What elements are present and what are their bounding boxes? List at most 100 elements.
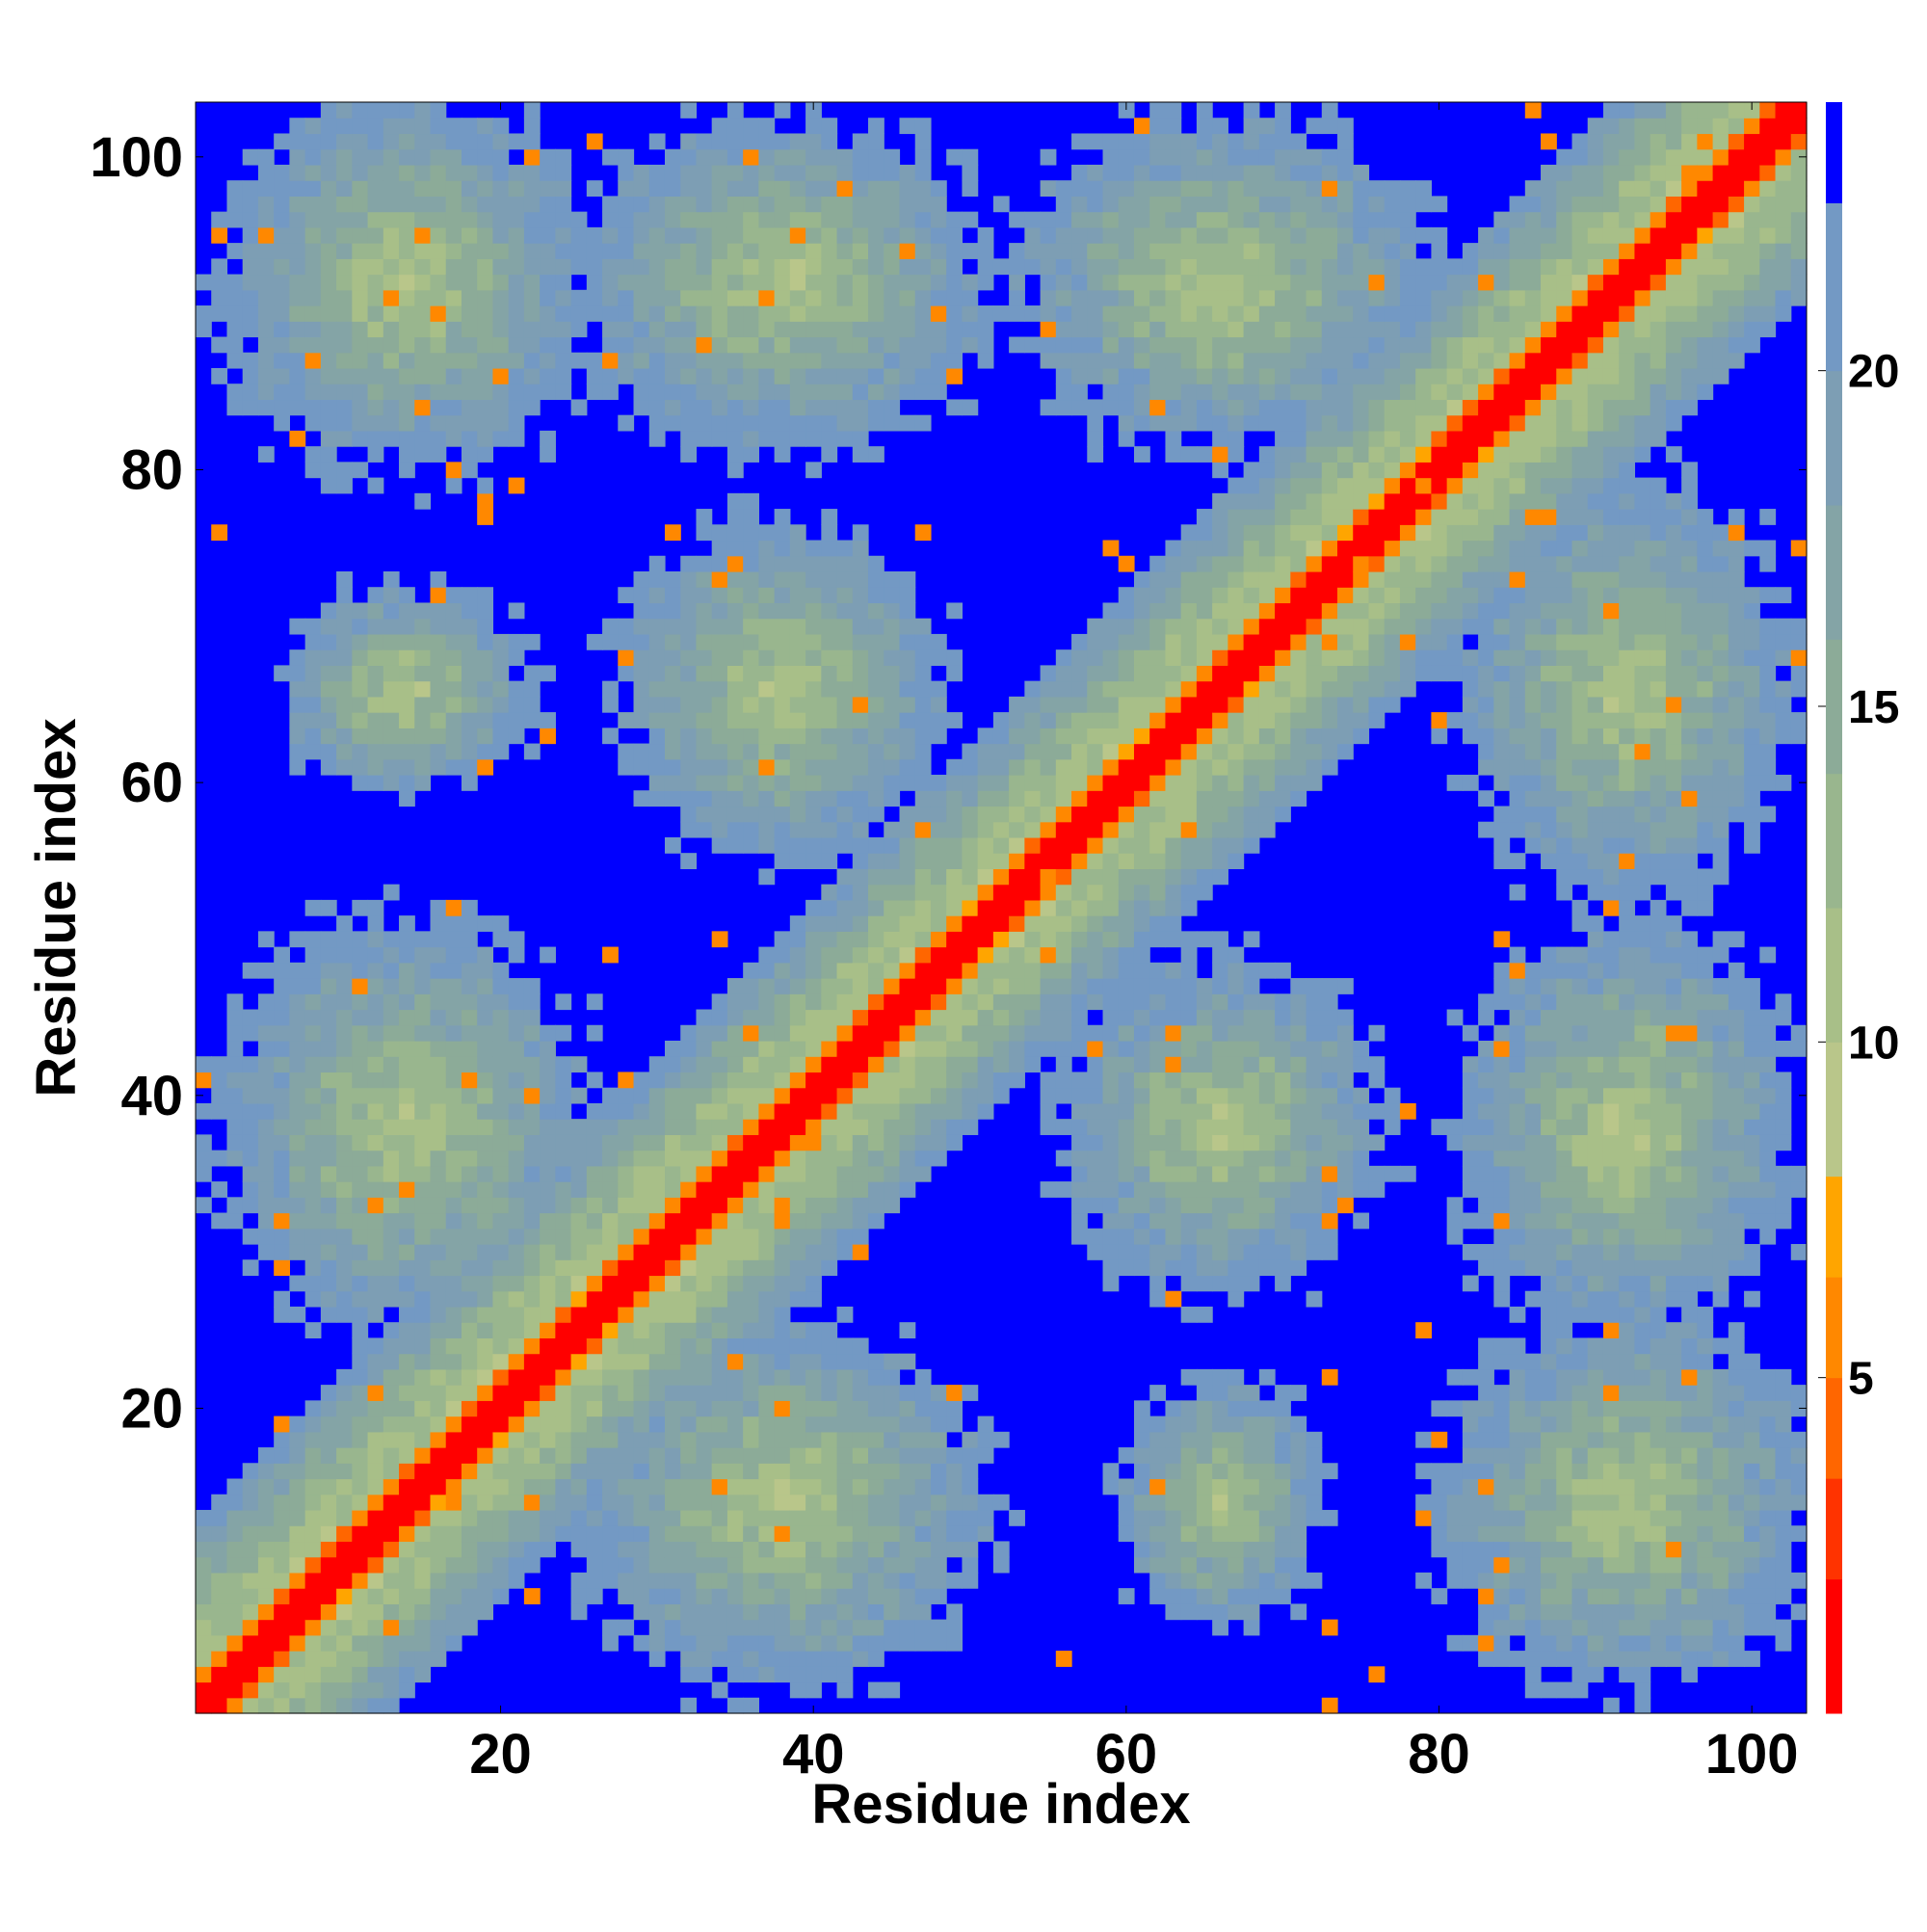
heatmap-cell [1118, 1181, 1135, 1198]
heatmap-cell [274, 1603, 290, 1621]
heatmap-cell [508, 978, 525, 994]
heatmap-cell [899, 821, 916, 838]
heatmap-cell [492, 1322, 510, 1338]
heatmap-cell [992, 1040, 1010, 1057]
heatmap-cell [555, 211, 572, 228]
heatmap-cell [1118, 899, 1135, 916]
heatmap-cell [430, 305, 447, 322]
heatmap-cell [836, 258, 854, 276]
heatmap-cell [1275, 384, 1291, 401]
heatmap-cell [1290, 462, 1307, 479]
heatmap-cell [774, 993, 791, 1011]
heatmap-cell [774, 1119, 791, 1135]
heatmap-cell [648, 1541, 666, 1558]
heatmap-cell [586, 1259, 603, 1277]
heatmap-cell [367, 1556, 384, 1574]
heatmap-cell [758, 336, 776, 354]
heatmap-cell [1118, 399, 1135, 416]
heatmap-cell [211, 1087, 228, 1104]
heatmap-cell [1196, 931, 1213, 948]
heatmap-cell [367, 1603, 384, 1621]
heatmap-cell [789, 1337, 806, 1355]
heatmap-cell [1133, 1509, 1150, 1526]
heatmap-cell [962, 743, 979, 760]
heatmap-cell [1243, 993, 1260, 1011]
heatmap-cell [352, 211, 369, 228]
heatmap-cell [899, 1385, 916, 1401]
heatmap-cell [930, 712, 947, 728]
heatmap-cell [477, 414, 494, 432]
heatmap-cell [320, 399, 337, 416]
heatmap-cell [726, 790, 744, 807]
heatmap-cell [430, 1087, 447, 1104]
heatmap-cell [821, 1228, 838, 1245]
heatmap-cell [633, 602, 650, 620]
heatmap-cell [711, 1212, 728, 1230]
heatmap-cell [1009, 790, 1025, 807]
heatmap-cell [821, 743, 838, 760]
heatmap-cell [1212, 509, 1228, 525]
heatmap-cell [289, 243, 306, 259]
heatmap-cell [805, 462, 822, 479]
heatmap-cell [461, 243, 478, 259]
heatmap-cell [383, 1666, 400, 1683]
heatmap-cell [1290, 211, 1307, 228]
heatmap-cell [383, 665, 400, 682]
heatmap-cell [304, 1666, 322, 1683]
heatmap-cell [540, 1165, 556, 1182]
heatmap-cell [540, 430, 556, 447]
heatmap-cell [414, 1024, 432, 1042]
heatmap-cell [1196, 258, 1213, 276]
heatmap-cell [336, 430, 353, 447]
heatmap-cell [1196, 555, 1213, 572]
heatmap-cell [1118, 1087, 1135, 1104]
heatmap-cell [320, 384, 337, 401]
heatmap-cell [570, 1478, 588, 1495]
heatmap-cell [852, 352, 869, 369]
heatmap-cell [726, 1040, 744, 1057]
heatmap-cell [523, 1009, 541, 1026]
heatmap-cell [367, 931, 384, 948]
heatmap-cell [320, 1634, 337, 1652]
heatmap-cell [821, 180, 838, 197]
heatmap-cell [789, 399, 806, 416]
heatmap-cell [1180, 1588, 1198, 1604]
heatmap-cell [211, 524, 228, 542]
heatmap-cell [743, 289, 759, 306]
heatmap-cell [274, 1509, 290, 1526]
heatmap-cell [1290, 602, 1307, 620]
heatmap-cell [383, 1087, 400, 1104]
heatmap-cell [242, 352, 259, 369]
heatmap-cell [1071, 336, 1088, 354]
heatmap-cell [414, 352, 432, 369]
heatmap-cell [711, 540, 728, 557]
heatmap-cell [336, 1306, 353, 1323]
heatmap-cell [884, 712, 901, 728]
heatmap-cell [711, 790, 728, 807]
heatmap-cell [352, 196, 369, 213]
heatmap-cell [914, 899, 932, 916]
heatmap-cell [352, 1697, 369, 1714]
heatmap-cell [884, 868, 901, 886]
heatmap-cell [399, 1290, 415, 1308]
heatmap-cell [852, 868, 869, 886]
heatmap-cell [367, 1681, 384, 1699]
heatmap-cell [1149, 1259, 1167, 1277]
heatmap-cell [726, 1541, 744, 1558]
heatmap-cell [664, 1275, 681, 1292]
heatmap-cell [367, 226, 384, 244]
heatmap-cell [962, 274, 979, 291]
heatmap-cell [304, 1619, 322, 1636]
heatmap-cell [1212, 1056, 1228, 1073]
heatmap-cell [1196, 790, 1213, 807]
heatmap-cell [977, 258, 994, 276]
heatmap-cell [789, 1666, 806, 1683]
heatmap-cell [821, 1212, 838, 1230]
heatmap-cell [1165, 680, 1182, 698]
heatmap-cell [774, 243, 791, 259]
heatmap-cell [1180, 1009, 1198, 1026]
heatmap-cell [1290, 1416, 1307, 1433]
heatmap-cell [899, 1400, 916, 1417]
heatmap-cell [383, 1525, 400, 1543]
heatmap-cell [196, 1150, 212, 1167]
